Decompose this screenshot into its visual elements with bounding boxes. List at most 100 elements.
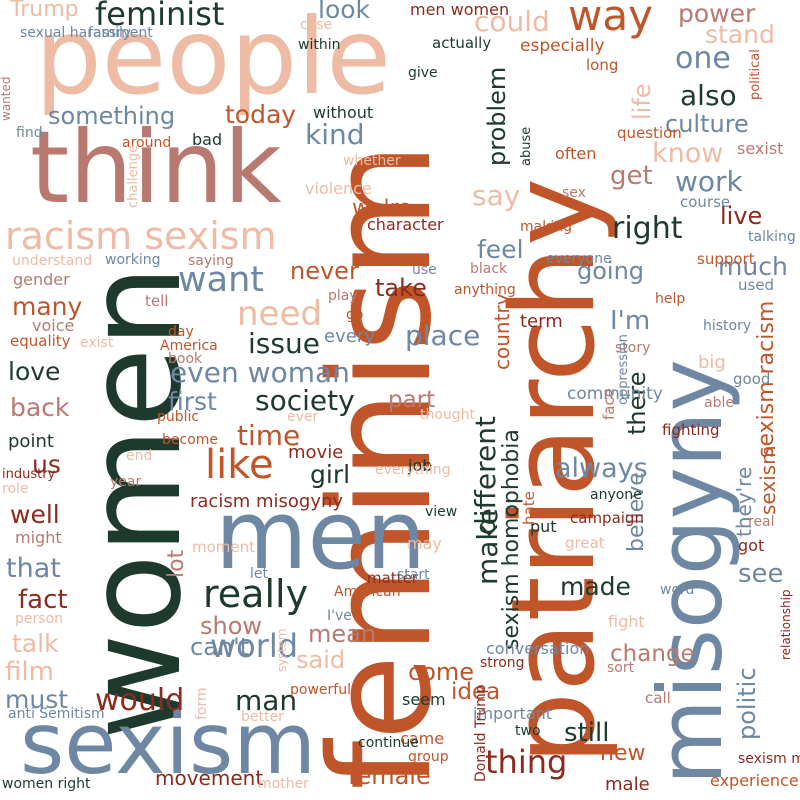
word-tell: tell — [145, 292, 169, 311]
word-sexism: sexism — [20, 694, 317, 794]
word-first: first — [168, 387, 217, 416]
word-never: never — [290, 257, 359, 286]
word-film: film — [5, 656, 54, 687]
word-better: better — [241, 709, 284, 726]
word-well: well — [10, 500, 60, 529]
word-face: face — [600, 388, 618, 420]
word-man: man — [235, 683, 298, 717]
word-sort: sort — [607, 660, 635, 677]
word-lot: lot — [163, 549, 189, 578]
word-still: still — [564, 717, 610, 748]
word-mean: mean — [308, 620, 377, 649]
word-can-t: can't — [190, 633, 250, 662]
word-men-women: men women — [410, 0, 510, 20]
word-book: book — [168, 351, 203, 368]
word-two: two — [515, 723, 541, 740]
word-oppression: oppression — [616, 334, 632, 405]
word-talking: talking — [748, 229, 796, 246]
word-give: give — [408, 65, 438, 82]
word-american: American — [334, 584, 401, 601]
word-get: get — [610, 160, 653, 191]
word-start: start — [397, 567, 430, 584]
word-campaign: campaign — [570, 509, 644, 528]
word-sex: sex — [562, 185, 586, 202]
word-understand: understand — [12, 253, 93, 270]
word-think: think — [30, 109, 282, 226]
word-problem: problem — [483, 66, 512, 166]
word-matter: matter — [367, 569, 418, 588]
word-often: often — [555, 144, 597, 164]
word-play: play — [328, 288, 358, 305]
word-life: life — [628, 83, 657, 120]
word-feel: feel — [477, 235, 524, 264]
word-political: political — [748, 49, 764, 100]
word-go: go — [346, 307, 364, 324]
word-place: place — [405, 318, 481, 352]
word-really: really — [203, 572, 309, 617]
word-saying: saying — [188, 253, 234, 270]
word-take: take — [375, 274, 427, 303]
word-equality: equality — [10, 332, 71, 351]
word-change: change — [610, 641, 695, 668]
word-america: America — [160, 338, 218, 355]
word-question: question — [617, 124, 682, 143]
word-men: men — [215, 480, 427, 591]
word-challenge: challenge — [126, 144, 142, 208]
word-end: end — [126, 448, 153, 465]
word-anything: anything — [454, 282, 516, 299]
word-big: big — [698, 351, 726, 373]
word-must: must — [5, 685, 69, 714]
word-used: used — [738, 276, 775, 295]
word-different: different — [469, 416, 503, 535]
word-something: something — [48, 102, 176, 131]
word-i-m: I'm — [610, 305, 651, 336]
word-wanted: wanted — [0, 76, 13, 121]
word-racism-misogyny: racism misogyny — [190, 490, 344, 512]
word-especially: especially — [520, 35, 605, 56]
word-made: made — [560, 572, 631, 601]
word-anti-semitism: anti Semitism — [8, 706, 105, 723]
word-donald-trump: Donald Trump — [473, 684, 490, 782]
word-fight: fight — [608, 612, 645, 632]
word-industry: industry — [2, 467, 56, 483]
word-girl: girl — [310, 460, 351, 489]
word-female: female — [348, 762, 431, 791]
word-bad: bad — [192, 130, 223, 150]
word-look: look — [318, 0, 371, 24]
word-that: that — [6, 552, 61, 584]
word-sexism: sexism — [756, 445, 780, 515]
word-whether: whether — [343, 153, 401, 170]
word-racism-sexism: racism sexism — [5, 214, 277, 259]
word-moment: moment — [192, 538, 256, 557]
word-seem: seem — [402, 690, 446, 710]
word-system: system — [274, 628, 289, 672]
word-public: public — [157, 409, 200, 426]
word-could: could — [474, 4, 550, 38]
word-everything: everything — [375, 462, 451, 479]
word-anyone: anyone — [590, 487, 642, 504]
word-come: come — [408, 658, 475, 687]
word-person: person — [15, 611, 63, 628]
word-community: community — [567, 383, 663, 404]
word-work: work — [675, 164, 743, 198]
word-feminist: feminist — [95, 0, 225, 34]
word-find: find — [16, 125, 43, 142]
word-day: day — [168, 324, 194, 341]
word-family: family — [88, 25, 132, 42]
word-kind: kind — [305, 117, 365, 151]
word-much: much — [718, 252, 788, 281]
word-right: right — [612, 211, 683, 247]
word-powerful: powerful — [290, 682, 351, 699]
word-put: put — [530, 517, 557, 537]
word-world: world — [210, 627, 299, 666]
word-like: like — [205, 442, 274, 489]
word-gender: gender — [13, 270, 70, 290]
word-also: also — [680, 78, 737, 112]
word-term: term — [520, 310, 563, 332]
word-mother: mother — [258, 776, 309, 793]
word-love: love — [8, 357, 61, 386]
word-sexism-misogyny: sexism misogyny — [738, 751, 800, 768]
word-idea: idea — [451, 679, 501, 706]
word-real: real — [748, 514, 775, 531]
word-great: great — [565, 534, 605, 553]
